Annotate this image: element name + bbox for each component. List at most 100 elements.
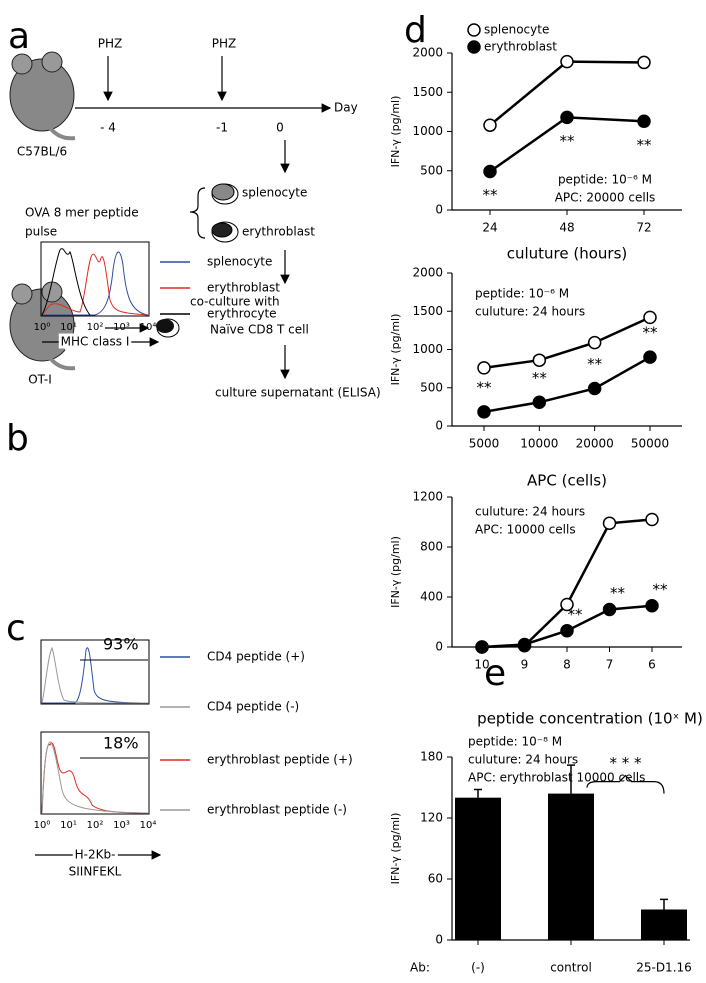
point (532, 395, 547, 410)
legend-label: CD4 peptide (+) (207, 650, 305, 664)
x-tick-label: 10000 (520, 437, 558, 451)
error-bar (567, 764, 575, 794)
histogram-frame (40, 241, 150, 317)
annotation: culuture: 24 hours (475, 505, 585, 519)
point (643, 350, 657, 364)
point-label: ** (477, 378, 493, 396)
gate-percent: 18% (103, 734, 139, 753)
point (560, 624, 574, 638)
panel-label: a (8, 16, 30, 57)
point (637, 55, 651, 70)
bar (641, 909, 687, 940)
point-label: ** (560, 132, 576, 150)
y-tick-label: 1200 (412, 490, 443, 504)
pulse-label: OVA 8 mer peptide (25, 206, 139, 220)
legend-label: erythroblast (484, 40, 557, 54)
point (560, 54, 574, 69)
point (587, 335, 602, 350)
panel-a: a C57BL/6 PHZ PHZ Day - 4 -1 0 splenocyt… (8, 16, 381, 400)
legend-marker (467, 40, 481, 54)
axis-label: SIINFEKL (69, 865, 122, 879)
point (643, 310, 657, 325)
annotation: peptide: 10⁻⁶ M (475, 287, 569, 301)
point-label: ** (610, 584, 626, 602)
legend-label: erythrocyte (207, 307, 277, 321)
x-tick-label: 10² (87, 820, 104, 831)
histogram-curve (41, 646, 149, 704)
y-axis-label: IFN-γ (pg/ml) (389, 314, 402, 386)
coculture-label: co-culture with (190, 295, 280, 309)
annotation: culuture: 24 hours (468, 753, 578, 767)
point (602, 602, 617, 617)
x-tick-label: 6 (648, 658, 656, 672)
point-label: ** (568, 605, 584, 623)
cell-icon (156, 318, 180, 338)
x-tick-label: 7 (606, 658, 614, 672)
x-tick-label: 10¹ (60, 820, 77, 831)
annotation: APC: 10000 cells (475, 523, 576, 537)
naive-label: Naïve CD8 T cell (210, 323, 309, 337)
y-tick-label: 0 (435, 203, 443, 217)
x-tick-label: 20000 (576, 437, 614, 451)
point (645, 599, 659, 613)
y-tick-label: 0 (435, 933, 443, 947)
strain: C57BL/6 (17, 145, 67, 159)
y-axis-label: IFN-γ (pg/ml) (389, 96, 402, 168)
annotation: peptide: 10⁻⁶ M (558, 173, 652, 187)
x-tick-label: 10² (87, 322, 104, 333)
y-tick-label: 60 (428, 872, 443, 886)
day: -1 (216, 121, 228, 135)
error-bar (474, 788, 482, 798)
panel-label: c (6, 608, 26, 649)
axis-label: Day (334, 101, 358, 115)
x-tick-label: 24 (482, 221, 497, 235)
x-tick-label: 48 (559, 221, 574, 235)
point (602, 516, 617, 530)
x-tick-label: 10⁴ (140, 322, 157, 333)
point (560, 110, 574, 125)
y-tick-label: 1000 (412, 124, 443, 138)
point (477, 405, 491, 419)
drug: PHZ (212, 37, 236, 51)
point-label: ** (587, 355, 603, 373)
drug: PHZ (98, 37, 122, 51)
bar (455, 797, 501, 940)
x-tick-label: 10⁰ (34, 820, 51, 831)
y-tick-label: 2000 (412, 266, 443, 280)
y-tick-label: 180 (420, 750, 443, 764)
y-tick-label: 0 (435, 640, 443, 654)
histogram-curve (42, 251, 149, 316)
gate-percent: 93% (103, 635, 139, 654)
y-axis-label: IFN-γ (pg/ml) (389, 813, 402, 885)
x-tick-label: 10³ (113, 322, 130, 333)
histogram-curve (41, 248, 91, 316)
bar (548, 793, 594, 940)
y-tick-label: 500 (420, 380, 443, 394)
x-tick-label: 10³ (113, 820, 130, 831)
mouse-icon (9, 281, 76, 371)
strain: OT-I (28, 373, 52, 387)
histogram-curve (42, 647, 149, 704)
y-axis-label: IFN-γ (pg/ml) (389, 536, 402, 608)
day: - 4 (100, 121, 116, 135)
legend-label: erythroblast (207, 281, 280, 295)
histogram-frame (40, 731, 150, 815)
point (475, 640, 489, 654)
significance: * * * (609, 754, 642, 772)
point (560, 597, 574, 612)
point-label: ** (637, 136, 653, 154)
x-tick-label: 72 (636, 221, 651, 235)
point (637, 114, 651, 129)
point-label: ** (532, 369, 548, 387)
y-tick-label: 400 (420, 590, 443, 604)
point (587, 381, 602, 396)
axis-label: MHC class I (61, 335, 130, 349)
point-label: ** (653, 580, 669, 598)
x-axis-label: APC (cells) (527, 472, 607, 490)
y-tick-label: 1000 (412, 342, 443, 356)
result-label: culture supernatant (ELISA) (215, 386, 381, 400)
pulse-label: pulse (25, 225, 57, 239)
x-axis-label: culuture (hours) (507, 245, 628, 263)
